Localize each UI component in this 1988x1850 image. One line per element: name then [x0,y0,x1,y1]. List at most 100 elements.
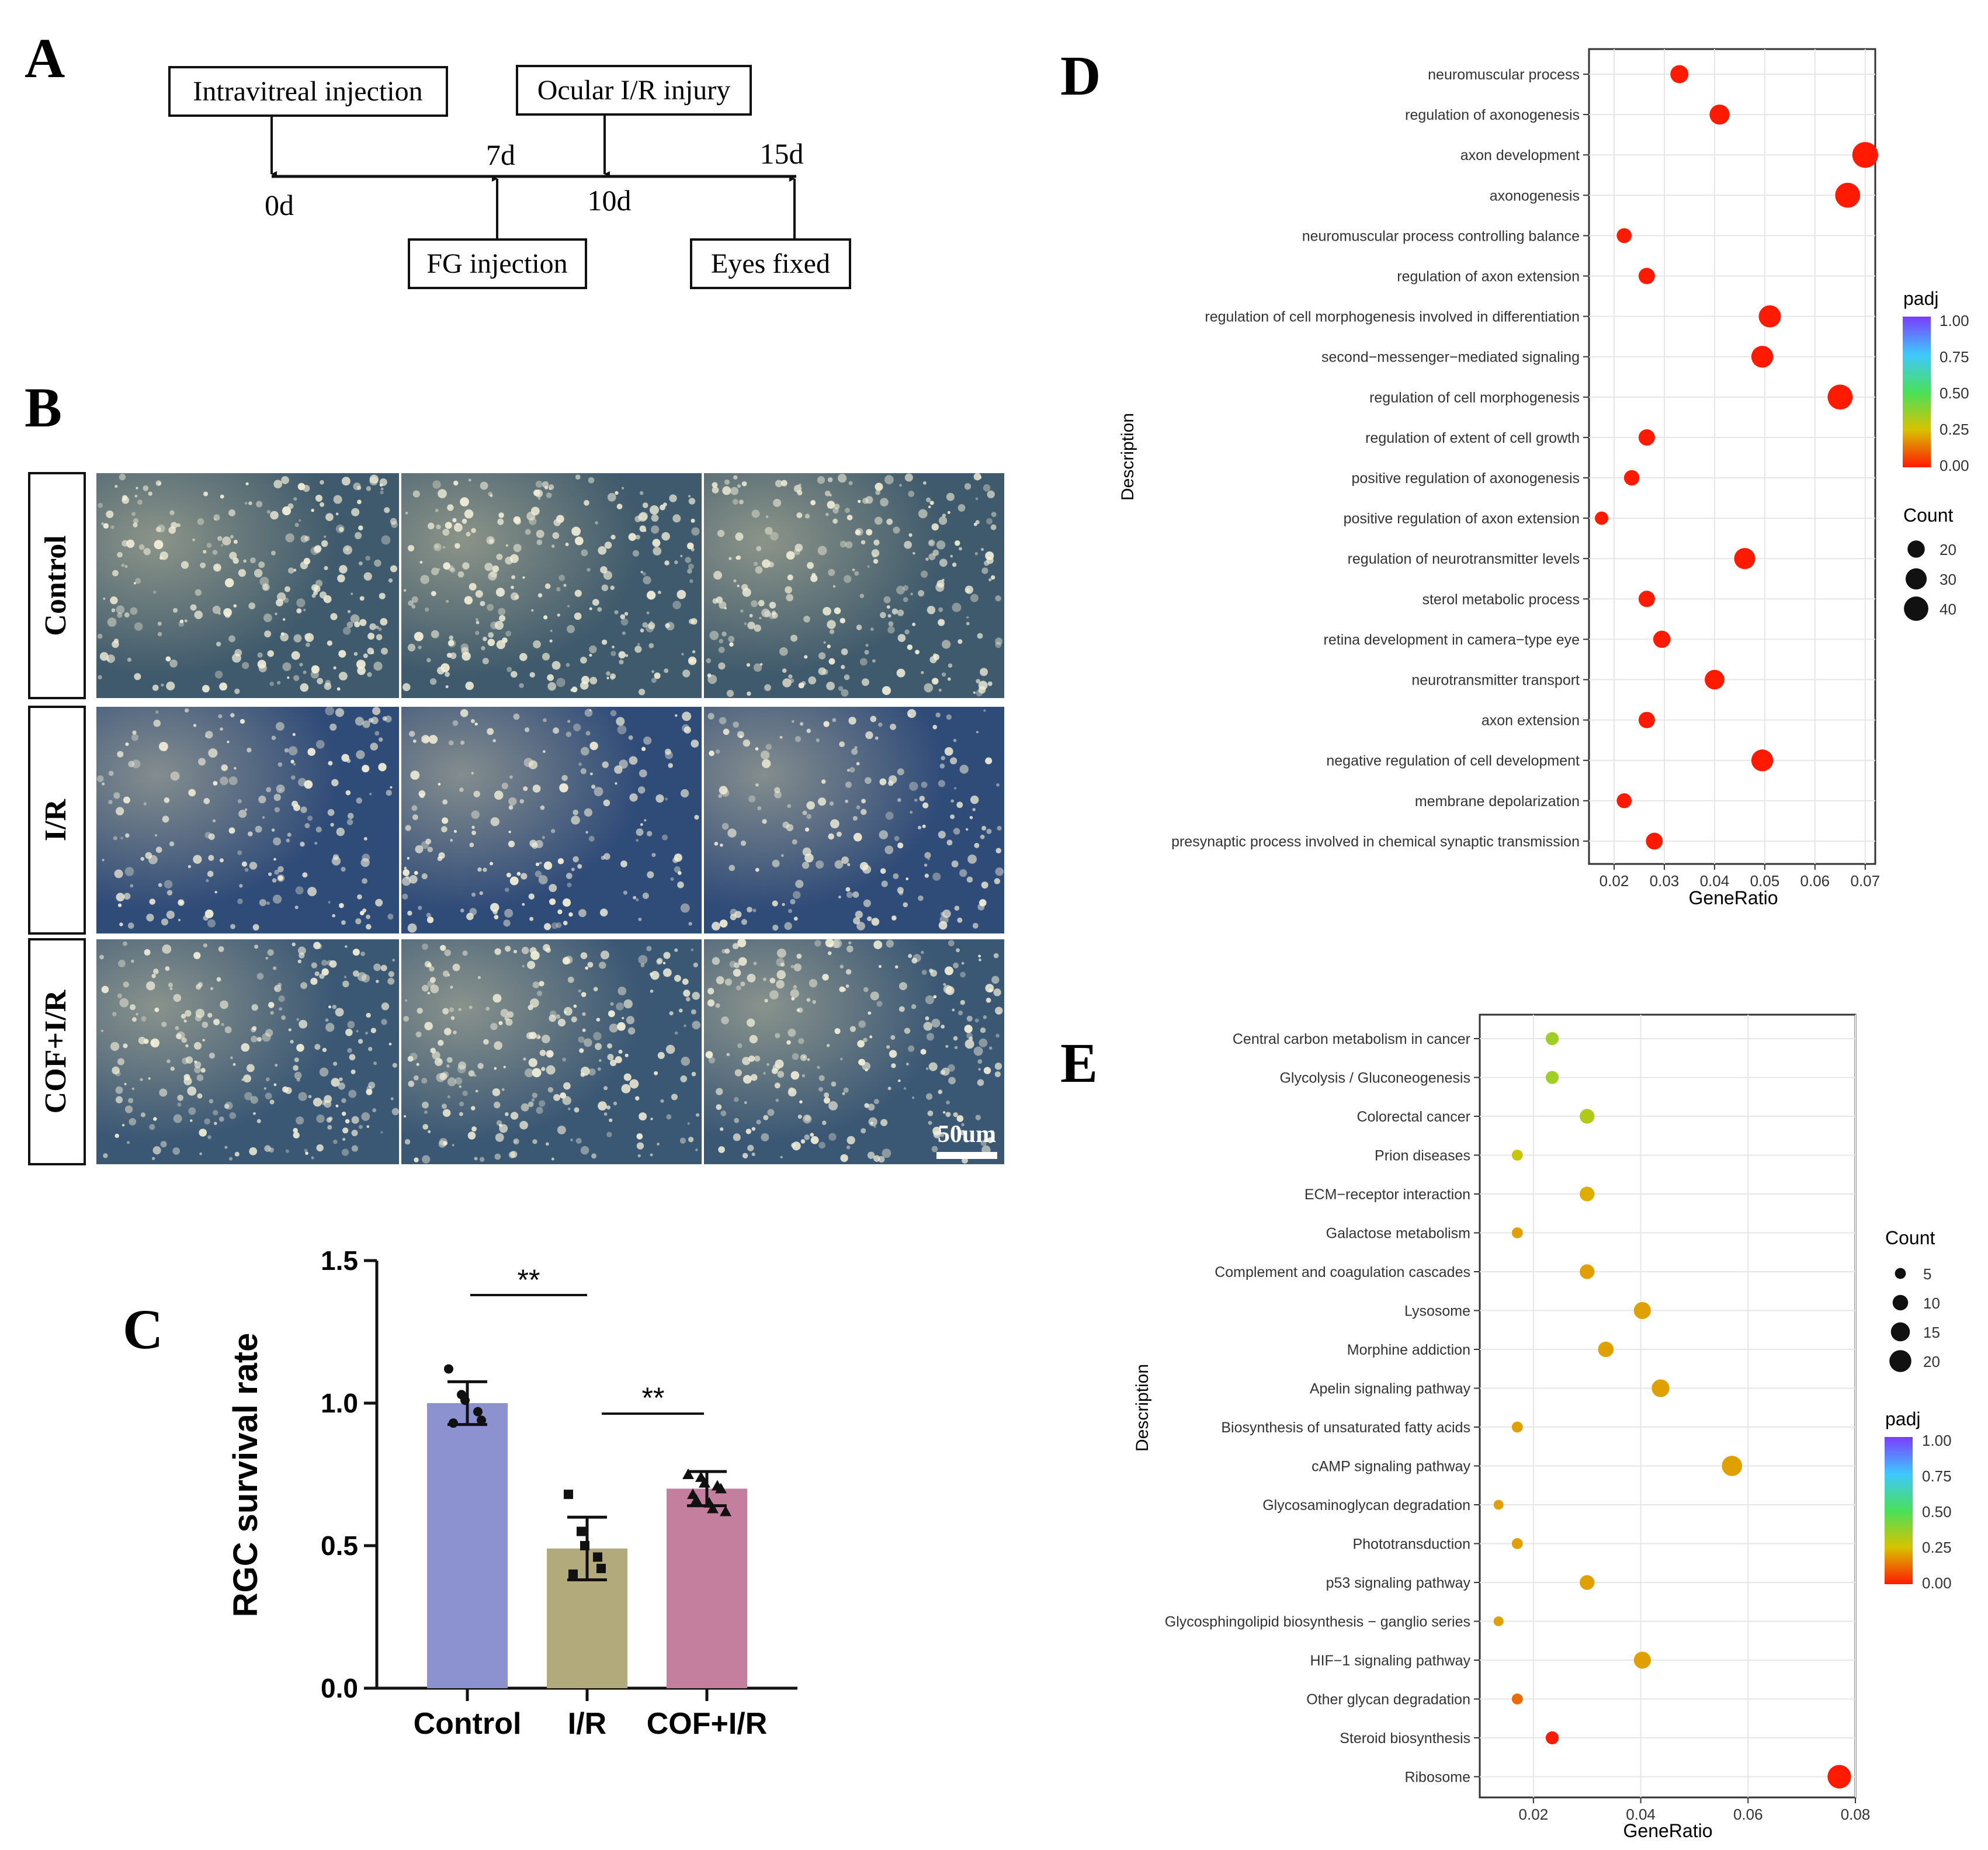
cell-dot [375,625,379,629]
cell-dot [539,1050,546,1056]
cell-dot [410,770,420,780]
cell-dot [181,1013,186,1019]
cell-dot [831,1081,837,1087]
cell-dot [488,571,497,581]
cell-dot [379,592,386,599]
cell-dot [378,737,383,742]
cell-dot [392,1063,397,1068]
cell-dot [995,1033,1000,1038]
cell-dot [335,524,345,533]
cell-dot [597,607,602,612]
cell-dot [846,515,853,520]
cell-dot [477,976,481,980]
cell-dot [501,782,508,790]
cell-dot [331,856,341,866]
cell-dot [458,1008,462,1011]
cell-dot [195,1014,202,1022]
cell-dot [960,1130,966,1136]
cell-dot [213,1122,217,1125]
cell-dot [250,1096,258,1104]
cell-dot [107,617,117,627]
cell-dot [300,806,307,813]
cell-dot [216,977,221,982]
cell-dot [713,571,723,580]
cell-dot [959,547,962,551]
cell-dot [669,1011,674,1016]
cell-dot [623,890,627,895]
cell-dot [259,899,266,907]
cell-dot [367,647,374,655]
cell-dot [737,938,747,947]
cell-dot [193,724,197,727]
cell-dot [810,1133,814,1137]
y-tick-label: Glycosaminoglycan degradation [1262,1497,1470,1514]
cell-dot [347,1048,352,1053]
cell-dot [573,723,581,731]
cell-dot [269,1099,275,1105]
cell-dot [732,943,739,950]
cell-dot [366,486,372,491]
cell-dot [861,540,866,545]
cell-dot [327,809,335,816]
cell-dot [822,1120,827,1125]
cell-dot [844,575,852,583]
cell-dot [986,518,993,525]
cell-dot [207,870,214,877]
cell-dot [943,985,952,994]
cell-dot [897,609,904,616]
cell-dot [549,639,553,643]
cell-dot [753,561,758,566]
cell-dot [960,999,966,1005]
cell-dot [190,1119,193,1122]
cell-dot [341,754,349,762]
cell-dot [567,976,574,983]
cell-dot [926,1033,935,1041]
cell-dot [780,480,787,487]
cell-dot [445,522,452,529]
cell-dot [810,1136,819,1144]
cell-dot [615,491,619,495]
cell-dot [154,540,164,550]
cell-dot [541,1067,546,1071]
cell-dot [858,499,861,504]
cell-dot [861,799,866,804]
cell-dot [636,1142,644,1150]
cell-dot [646,946,652,952]
row-label: Control [39,535,72,636]
cell-dot [538,875,548,884]
cell-dot [724,607,727,610]
cell-dot [446,1064,450,1068]
cell-dot [414,1157,419,1162]
cell-dot [598,1101,607,1111]
cell-dot [324,1100,332,1108]
cell-dot [329,723,337,731]
cell-dot [588,477,595,484]
cell-dot [726,1053,730,1057]
cell-dot [983,1067,991,1074]
cell-dot [549,884,557,893]
cell-dot [332,1139,338,1144]
cell-dot [684,726,691,734]
cell-dot [506,872,511,878]
cell-dot [176,523,181,527]
cell-dot [832,518,838,524]
cell-dot [422,984,429,992]
cell-dot [845,887,851,892]
cell-dot [224,1026,232,1033]
cell-dot [743,739,751,747]
cell-dot [908,953,913,958]
cell-dot [798,1038,804,1044]
cell-dot [757,806,762,811]
cell-dot [875,483,883,491]
cell-dot [453,829,457,833]
cell-dot [256,1037,262,1042]
cell-dot [170,771,180,781]
cell-dot [508,1151,516,1158]
x-tick-label: 0.04 [1700,872,1730,890]
cell-dot [904,540,912,549]
cell-dot [338,672,348,681]
cell-dot [928,540,934,546]
cell-dot [321,959,328,966]
cell-dot [347,610,351,613]
cell-dot [449,1007,455,1012]
